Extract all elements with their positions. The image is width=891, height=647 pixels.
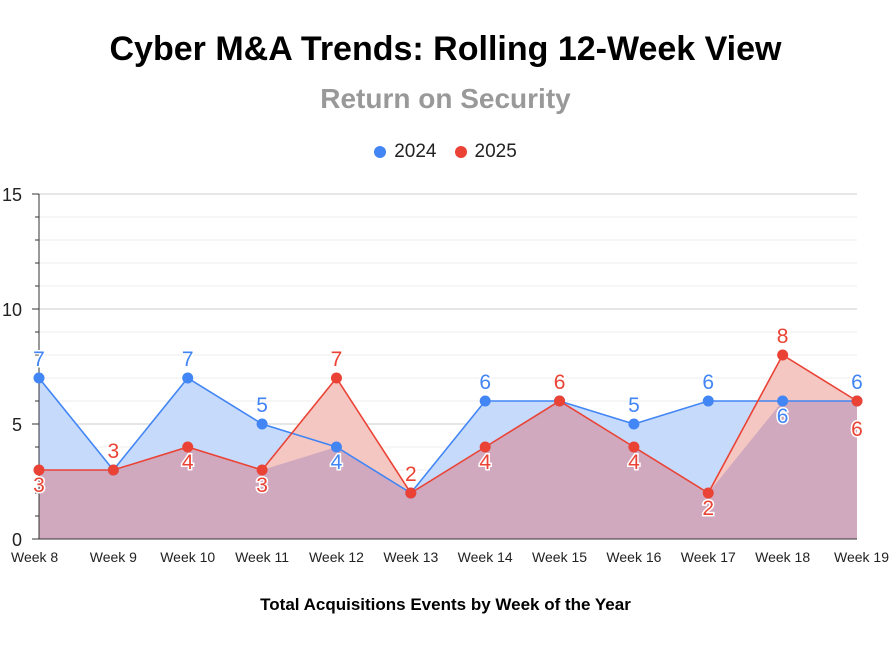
data-point-2025 bbox=[107, 464, 119, 476]
x-tick-label: Week 17 bbox=[681, 549, 736, 565]
series-line-2024 bbox=[38, 376, 857, 495]
x-tick-label: Week 14 bbox=[458, 549, 513, 565]
x-tick-label: Week 13 bbox=[383, 549, 438, 565]
x-tick-label: Week 18 bbox=[755, 549, 810, 565]
data-label-2025: 2 bbox=[702, 497, 714, 520]
x-tick-label: Week 15 bbox=[532, 549, 587, 565]
chart-subtitle: Return on Security bbox=[320, 83, 571, 114]
data-point-2024 bbox=[702, 395, 714, 407]
data-label-2024: 5 bbox=[628, 394, 640, 417]
data-label-2025: 4 bbox=[628, 451, 640, 474]
data-label-2025: 3 bbox=[256, 474, 268, 497]
legend: 2024 2025 bbox=[0, 141, 891, 163]
data-point-2024 bbox=[330, 441, 342, 453]
data-point-2025 bbox=[479, 441, 491, 453]
data-point-2025 bbox=[851, 395, 863, 407]
x-tick-label: Week 8 bbox=[11, 549, 58, 565]
data-label-2025: 4 bbox=[182, 451, 194, 474]
data-label-2024: 6 bbox=[702, 371, 714, 394]
data-label-2025: 6 bbox=[851, 418, 863, 441]
x-tick-label: Week 11 bbox=[235, 549, 289, 565]
x-tick-label: Week 19 bbox=[834, 549, 889, 565]
y-tick-label: 0 bbox=[12, 530, 22, 550]
data-point-2025 bbox=[33, 464, 45, 476]
data-point-2025 bbox=[554, 395, 566, 407]
x-tick-label: Week 12 bbox=[309, 549, 364, 565]
data-point-2025 bbox=[256, 464, 268, 476]
data-label-2025: 2 bbox=[405, 463, 417, 486]
data-point-2025 bbox=[628, 441, 640, 453]
data-label-2025: 3 bbox=[108, 440, 120, 463]
data-label-2024: 7 bbox=[33, 348, 45, 371]
data-point-2024 bbox=[479, 395, 491, 407]
data-label-2025: 8 bbox=[777, 325, 789, 348]
legend-label-2025: 2025 bbox=[474, 141, 517, 162]
data-label-2024: 5 bbox=[256, 394, 268, 417]
y-tick-label: 10 bbox=[2, 300, 22, 320]
data-label-2025: 4 bbox=[479, 451, 491, 474]
legend-marker-2025 bbox=[454, 146, 467, 158]
data-point-2025 bbox=[405, 487, 417, 499]
data-point-2024 bbox=[182, 372, 194, 384]
data-point-2024 bbox=[256, 418, 268, 430]
data-label-2025: 7 bbox=[331, 348, 343, 371]
legend-item-2025: 2025 bbox=[454, 141, 517, 163]
x-axis-title: Total Acquisitions Events by Week of the… bbox=[260, 595, 631, 614]
data-label-2024: 6 bbox=[777, 405, 789, 428]
x-tick-label: Week 9 bbox=[90, 549, 137, 565]
legend-marker-2024 bbox=[374, 146, 387, 158]
data-label-2024: 4 bbox=[331, 451, 343, 474]
y-tick-label: 5 bbox=[12, 415, 22, 435]
data-point-2025 bbox=[702, 487, 714, 499]
data-point-2024 bbox=[777, 395, 789, 407]
data-point-2025 bbox=[182, 441, 194, 453]
data-point-2025 bbox=[330, 372, 342, 384]
x-tick-label: Week 10 bbox=[160, 549, 215, 565]
legend-label-2024: 2024 bbox=[394, 141, 437, 162]
data-label-2024: 6 bbox=[479, 371, 491, 394]
data-label-2025: 6 bbox=[554, 371, 566, 394]
y-tick-label: 15 bbox=[2, 185, 22, 205]
data-point-2024 bbox=[628, 418, 640, 430]
x-tick-label: Week 16 bbox=[606, 549, 661, 565]
chart-title: Cyber M&A Trends: Rolling 12-Week View bbox=[109, 30, 782, 68]
data-label-2024: 7 bbox=[182, 348, 194, 371]
data-point-2024 bbox=[33, 372, 45, 384]
series-line-2025 bbox=[39, 353, 858, 495]
data-point-2025 bbox=[777, 349, 789, 361]
data-label-2025: 3 bbox=[33, 474, 45, 497]
data-label-2024: 6 bbox=[851, 371, 863, 394]
legend-item-2024: 2024 bbox=[374, 141, 437, 163]
